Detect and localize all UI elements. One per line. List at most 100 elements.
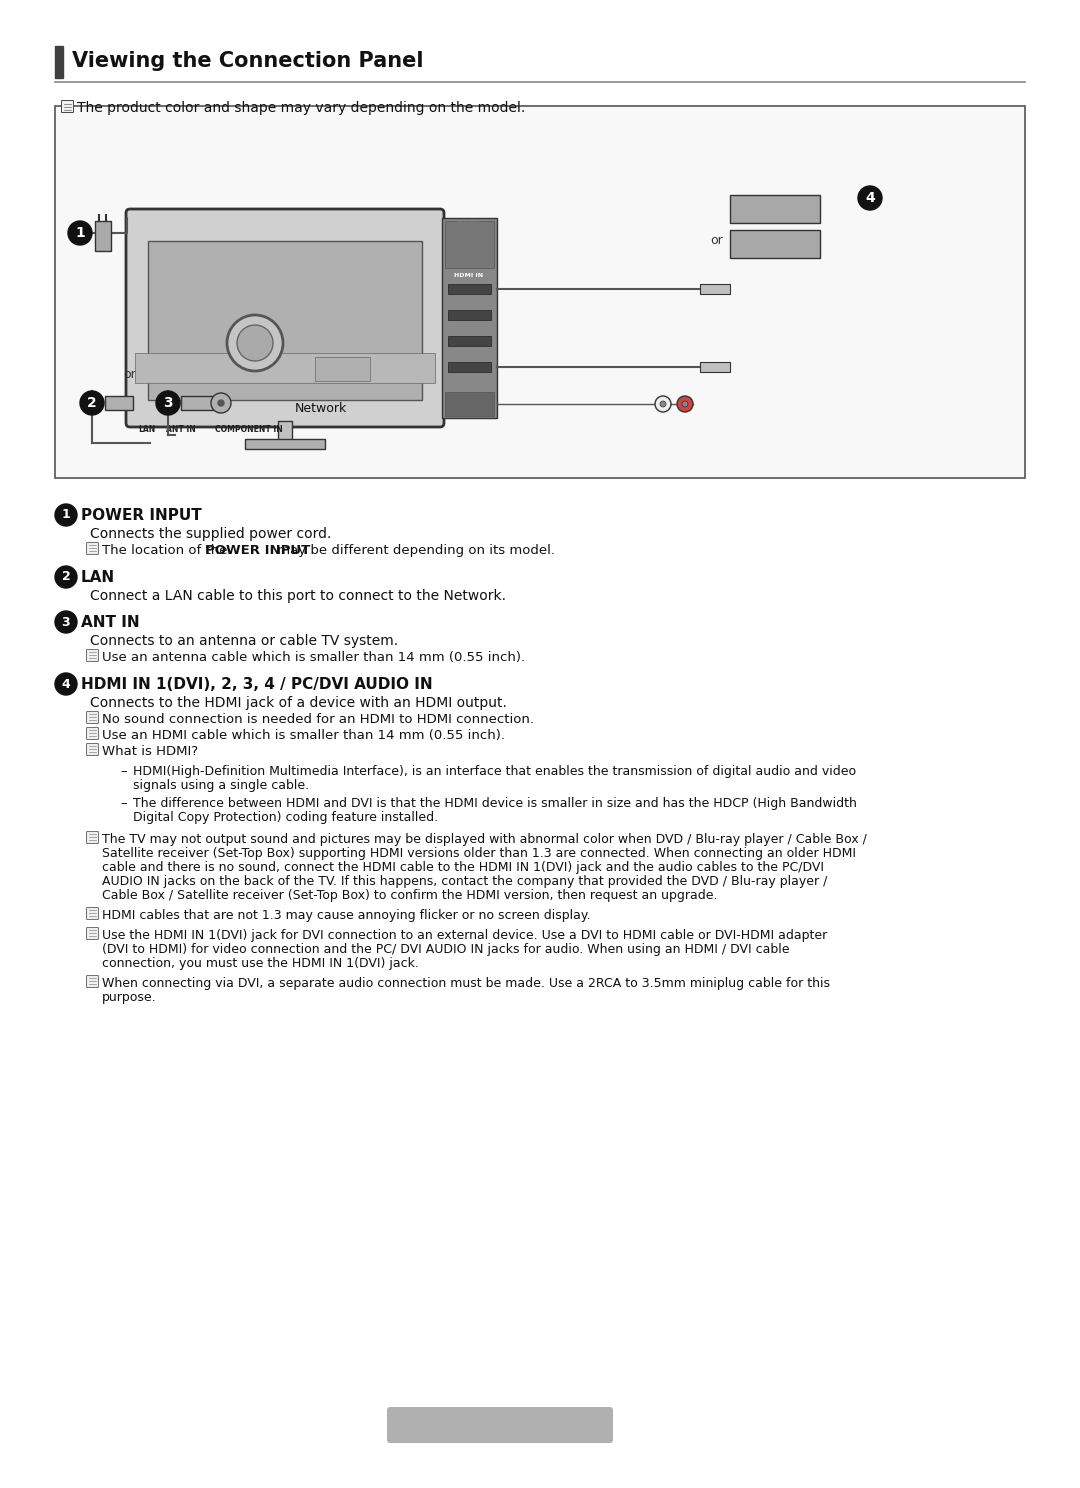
Text: –: – xyxy=(120,765,126,778)
Text: Connects the supplied power cord.: Connects the supplied power cord. xyxy=(90,527,332,542)
Text: may be different depending on its model.: may be different depending on its model. xyxy=(273,545,555,557)
Text: –: – xyxy=(120,798,126,809)
Text: Cable Television: Cable Television xyxy=(295,384,395,397)
FancyBboxPatch shape xyxy=(86,543,98,555)
FancyBboxPatch shape xyxy=(86,728,98,740)
Circle shape xyxy=(55,612,77,632)
Text: DIGITAL
AUDIO OUT
OPTICAL: DIGITAL AUDIO OUT OPTICAL xyxy=(451,222,486,238)
Text: purpose.: purpose. xyxy=(102,991,157,1004)
FancyBboxPatch shape xyxy=(86,711,98,723)
Bar xyxy=(55,46,63,77)
Text: COMPONENT IN: COMPONENT IN xyxy=(215,426,283,434)
Text: HIGH: HIGH xyxy=(245,335,265,341)
Text: Use an HDMI cable which is smaller than 14 mm (0.55 inch).: Use an HDMI cable which is smaller than … xyxy=(102,729,505,743)
Bar xyxy=(95,222,111,251)
FancyBboxPatch shape xyxy=(387,1408,613,1443)
Text: 1: 1 xyxy=(76,226,85,240)
Text: LAN: LAN xyxy=(81,570,116,585)
FancyBboxPatch shape xyxy=(86,650,98,661)
Text: AV IN: AV IN xyxy=(255,363,280,372)
Bar xyxy=(730,195,820,223)
Text: The product color and shape may vary depending on the model.: The product color and shape may vary dep… xyxy=(77,101,525,115)
Text: ▶: ▶ xyxy=(771,204,779,214)
Text: (DVI to HDMI) for video connection and the PC/ DVI AUDIO IN jacks for audio. Whe: (DVI to HDMI) for video connection and t… xyxy=(102,943,789,955)
Circle shape xyxy=(55,504,77,525)
Bar xyxy=(445,391,494,417)
Text: When connecting via DVI, a separate audio connection must be made. Use a 2RCA to: When connecting via DVI, a separate audi… xyxy=(102,978,831,990)
Bar xyxy=(315,357,370,381)
Text: connection, you must use the HDMI IN 1(DVI) jack.: connection, you must use the HDMI IN 1(D… xyxy=(102,957,419,970)
Bar xyxy=(448,362,491,372)
Bar xyxy=(245,439,325,449)
Text: No sound connection is needed for an HDMI to HDMI connection.: No sound connection is needed for an HDM… xyxy=(102,713,534,726)
Text: 2: 2 xyxy=(453,338,456,344)
Bar xyxy=(445,222,494,268)
Circle shape xyxy=(654,396,671,412)
Text: Connects to the HDMI jack of a device with an HDMI output.: Connects to the HDMI jack of a device wi… xyxy=(90,696,507,710)
Text: English - 10: English - 10 xyxy=(450,1417,550,1431)
Circle shape xyxy=(55,565,77,588)
Text: 4: 4 xyxy=(453,287,456,292)
Text: LAN: LAN xyxy=(138,426,156,434)
Text: Connects to an antenna or cable TV system.: Connects to an antenna or cable TV syste… xyxy=(90,634,399,647)
Text: 3: 3 xyxy=(453,312,456,317)
Text: HDMI(High-Definition Multimedia Interface), is an interface that enables the tra: HDMI(High-Definition Multimedia Interfac… xyxy=(133,765,856,778)
Text: What is HDMI?: What is HDMI? xyxy=(102,745,198,757)
Bar xyxy=(448,310,491,320)
Text: POWER INPUT: POWER INPUT xyxy=(81,507,202,522)
Text: ANT IN: ANT IN xyxy=(81,615,139,629)
Text: 1: 1 xyxy=(62,509,70,521)
Circle shape xyxy=(218,400,224,406)
Text: 1(DVI): 1(DVI) xyxy=(453,365,469,369)
Text: Use an antenna cable which is smaller than 14 mm (0.55 inch).: Use an antenna cable which is smaller th… xyxy=(102,652,525,664)
Bar xyxy=(700,284,730,295)
Bar xyxy=(135,353,435,382)
FancyBboxPatch shape xyxy=(86,832,98,844)
Text: 3: 3 xyxy=(163,396,173,411)
Text: The difference between HDMI and DVI is that the HDMI device is smaller in size a: The difference between HDMI and DVI is t… xyxy=(133,798,856,809)
Text: MPEG4: MPEG4 xyxy=(329,366,354,372)
Text: 2: 2 xyxy=(87,396,97,411)
Bar xyxy=(730,231,820,257)
Circle shape xyxy=(858,186,882,210)
Bar xyxy=(55,106,1025,478)
Circle shape xyxy=(211,393,231,414)
Text: signals using a single cable.: signals using a single cable. xyxy=(133,780,309,792)
Text: Cable Box / Satellite receiver (Set-Top Box) to confirm the HDMI version, then r: Cable Box / Satellite receiver (Set-Top … xyxy=(102,888,717,902)
Text: 3: 3 xyxy=(62,616,70,628)
Bar xyxy=(148,241,422,400)
Bar xyxy=(181,396,213,411)
FancyBboxPatch shape xyxy=(86,744,98,756)
Circle shape xyxy=(68,222,92,246)
FancyBboxPatch shape xyxy=(86,976,98,988)
Text: ANT IN: ANT IN xyxy=(166,426,195,434)
Circle shape xyxy=(660,400,666,408)
Bar xyxy=(442,219,497,418)
Text: HDMI IN 1(DVI), 2, 3, 4 / PC/DVI AUDIO IN: HDMI IN 1(DVI), 2, 3, 4 / PC/DVI AUDIO I… xyxy=(81,677,433,692)
Text: PC/DVI
AUDIO IN: PC/DVI AUDIO IN xyxy=(455,394,483,405)
FancyBboxPatch shape xyxy=(62,101,73,113)
Text: HDMI IN: HDMI IN xyxy=(455,272,484,278)
Text: Use the HDMI IN 1(DVI) jack for DVI connection to an external device. Use a DVI : Use the HDMI IN 1(DVI) jack for DVI conn… xyxy=(102,929,827,942)
FancyBboxPatch shape xyxy=(86,908,98,920)
Text: AUDIO IN jacks on the back of the TV. If this happens, contact the company that : AUDIO IN jacks on the back of the TV. If… xyxy=(102,875,827,888)
Circle shape xyxy=(677,396,693,412)
Text: Digital Copy Protection) coding feature installed.: Digital Copy Protection) coding feature … xyxy=(133,811,438,824)
Bar xyxy=(448,284,491,295)
Circle shape xyxy=(237,324,273,362)
Circle shape xyxy=(227,315,283,371)
Text: POWER INPUT: POWER INPUT xyxy=(205,545,310,557)
Text: Viewing the Connection Panel: Viewing the Connection Panel xyxy=(72,51,423,71)
FancyBboxPatch shape xyxy=(126,208,444,427)
Text: Satellite receiver (Set-Top Box) supporting HDMI versions older than 1.3 are con: Satellite receiver (Set-Top Box) support… xyxy=(102,847,856,860)
Text: Network: Network xyxy=(295,402,348,415)
Text: cable and there is no sound, connect the HDMI cable to the HDMI IN 1(DVI) jack a: cable and there is no sound, connect the… xyxy=(102,862,824,873)
Bar xyxy=(700,362,730,372)
Bar xyxy=(448,336,491,347)
Circle shape xyxy=(80,391,104,415)
Text: 2: 2 xyxy=(62,570,70,583)
Text: Connect a LAN cable to this port to connect to the Network.: Connect a LAN cable to this port to conn… xyxy=(90,589,507,603)
Text: 4: 4 xyxy=(865,190,875,205)
Text: or: or xyxy=(710,235,723,247)
Text: 4: 4 xyxy=(62,677,70,690)
